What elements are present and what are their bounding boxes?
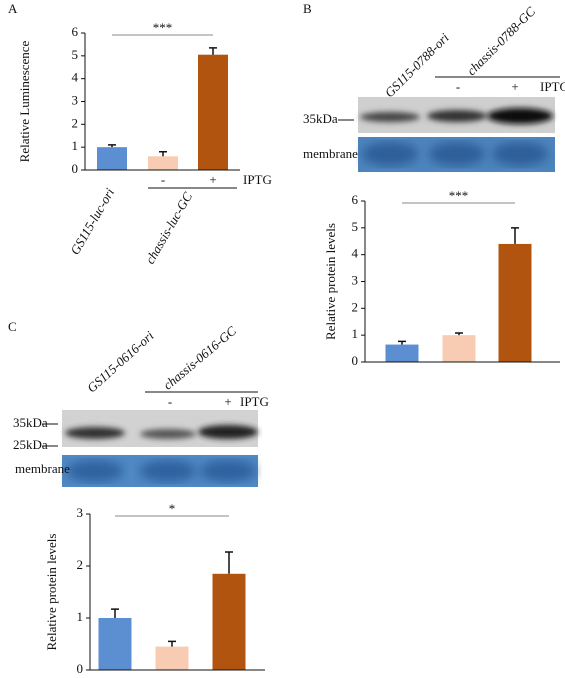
bar: [155, 646, 189, 670]
significance-label: ***: [153, 20, 173, 35]
membrane-label: membrane: [303, 146, 358, 161]
y-tick-label: 6: [352, 192, 359, 207]
y-tick-label: 4: [72, 70, 79, 85]
membrane-image: [358, 137, 555, 172]
lane-label: GS115-0616-ori: [84, 328, 157, 396]
error-bar: [108, 144, 116, 148]
panel-letter: B: [303, 1, 312, 16]
bar: [442, 335, 476, 362]
bar: [198, 54, 228, 170]
y-axis-label: Relative Luminescence: [17, 40, 32, 162]
bar: [148, 156, 178, 170]
membrane-label: membrane: [15, 461, 70, 476]
x-tick-label: GS115-luc-ori: [67, 185, 117, 257]
y-axis-label: Relative protein levels: [323, 223, 338, 340]
error-bar: [168, 640, 176, 647]
y-tick-label: 1: [72, 138, 79, 153]
y-tick-label: 0: [77, 661, 84, 676]
blot-image: [62, 410, 258, 447]
bar: [97, 147, 127, 170]
y-tick-label: 3: [352, 272, 359, 287]
condition-sign: -: [456, 79, 460, 94]
x-tick-label: +: [209, 172, 216, 187]
y-tick-label: 3: [72, 92, 79, 107]
membrane-image: [62, 455, 258, 487]
group-label: chassis-0788-GC: [464, 4, 539, 79]
y-tick-label: 6: [72, 24, 79, 39]
y-tick-label: 0: [352, 353, 359, 368]
group-label: chassis-0616-GC: [160, 323, 239, 393]
y-tick-label: 4: [352, 246, 359, 261]
blot-image: [358, 97, 555, 133]
condition-label: IPTG: [240, 394, 269, 409]
y-tick-label: 1: [352, 326, 359, 341]
error-bar: [455, 332, 463, 336]
y-tick-label: 1: [77, 609, 84, 624]
condition-sign: +: [224, 394, 231, 409]
marker-label: 35kDa: [303, 111, 338, 126]
error-bar: [511, 227, 519, 244]
lane-label: GS115-0788-ori: [382, 30, 452, 100]
condition-label: IPTG: [540, 79, 565, 94]
bar: [498, 243, 532, 362]
group-label: chassis-luc-GC: [142, 189, 195, 266]
marker-label: 25kDa: [13, 437, 48, 452]
y-axis-label: Relative protein levels: [44, 534, 59, 651]
bar: [385, 344, 419, 362]
y-tick-label: 0: [72, 161, 79, 176]
error-bar: [225, 551, 233, 574]
significance-label: ***: [449, 188, 469, 203]
y-tick-label: 2: [77, 557, 84, 572]
y-tick-label: 5: [352, 219, 359, 234]
panel-letter: C: [8, 319, 17, 334]
error-bar: [398, 340, 406, 345]
error-bar: [159, 150, 167, 157]
error-bar: [209, 47, 217, 55]
y-tick-label: 2: [352, 299, 359, 314]
bar: [212, 573, 246, 670]
y-tick-label: 3: [77, 505, 84, 520]
condition-sign: -: [168, 394, 172, 409]
error-bar: [111, 608, 119, 618]
y-tick-label: 5: [72, 47, 79, 62]
condition-label: IPTG: [243, 172, 272, 187]
condition-sign: +: [511, 79, 518, 94]
significance-label: *: [169, 501, 176, 516]
y-tick-label: 2: [72, 115, 79, 130]
panel-letter: A: [8, 1, 18, 16]
marker-label: 35kDa: [13, 415, 48, 430]
x-tick-label: -: [161, 172, 165, 187]
bar: [98, 618, 132, 670]
